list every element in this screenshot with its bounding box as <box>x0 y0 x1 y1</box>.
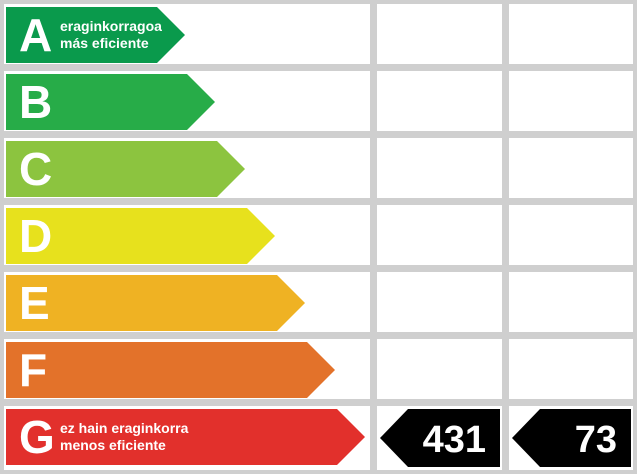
rating-label: ez hain eraginkorra <box>60 420 189 436</box>
rating-label: más eficiente <box>60 35 149 51</box>
cell <box>509 71 633 131</box>
rating-letter: F <box>19 344 47 396</box>
cell <box>509 205 633 265</box>
rating-letter: G <box>19 411 55 463</box>
rating-letter: C <box>19 143 52 195</box>
rating-arrow <box>6 342 335 398</box>
rating-arrow <box>6 409 365 465</box>
cell <box>377 138 502 198</box>
rating-letter: A <box>19 9 52 61</box>
cell <box>377 71 502 131</box>
rating-arrow <box>6 141 245 197</box>
rating-arrow <box>6 7 185 63</box>
indicator-value: 73 <box>575 419 617 461</box>
indicator-arrow <box>512 409 631 467</box>
cell <box>377 339 502 399</box>
rating-label: eraginkorragoa <box>60 18 162 34</box>
cell <box>509 339 633 399</box>
indicator-value: 431 <box>423 419 486 461</box>
cell <box>509 4 633 64</box>
rating-arrow <box>6 208 275 264</box>
rating-arrow <box>6 74 215 130</box>
cell <box>509 272 633 332</box>
rating-arrow <box>6 275 305 331</box>
cell <box>377 272 502 332</box>
rating-letter: E <box>19 277 50 329</box>
indicator-arrow <box>380 409 500 467</box>
cell <box>377 4 502 64</box>
cell <box>377 205 502 265</box>
rating-letter: B <box>19 76 52 128</box>
rating-label: menos eficiente <box>60 437 166 453</box>
cell <box>509 138 633 198</box>
rating-letter: D <box>19 210 52 262</box>
